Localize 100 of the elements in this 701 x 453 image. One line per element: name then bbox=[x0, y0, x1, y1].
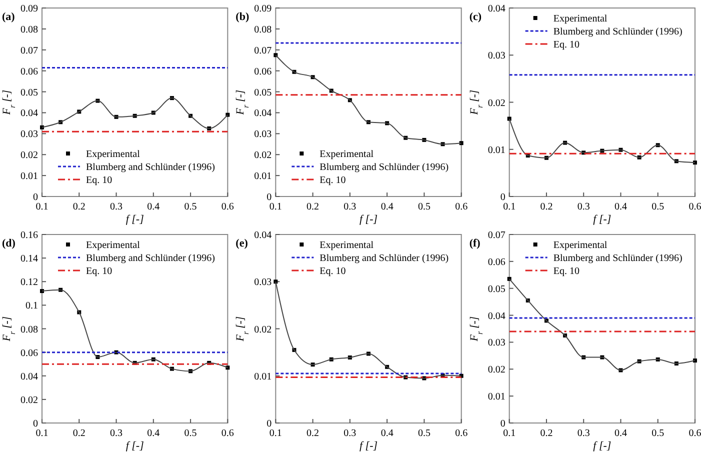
y-tick-label: 0.02 bbox=[488, 364, 506, 376]
y-tick-label: 0.07 bbox=[488, 230, 506, 241]
legend-label: Blumberg and Schlünder (1996) bbox=[320, 253, 449, 264]
legend-label: Experimental bbox=[320, 149, 374, 160]
x-tick-label: 0.3 bbox=[577, 428, 590, 439]
x-tick-label: 0.3 bbox=[110, 202, 123, 212]
legend-label: Blumberg and Schlünder (1996) bbox=[320, 162, 449, 173]
chart-title: (e) bbox=[236, 238, 248, 250]
x-tick-label: 0.6 bbox=[221, 428, 234, 439]
y-tick-label: 0.01 bbox=[20, 171, 38, 182]
legend-label: Eq. 10 bbox=[320, 266, 346, 277]
y-tick-label: 0.04 bbox=[254, 230, 272, 241]
legend-label: Experimental bbox=[553, 14, 608, 24]
y-tick-label: 0.02 bbox=[254, 150, 272, 162]
x-tick-label: 0.6 bbox=[455, 202, 468, 212]
y-tick-label: 0.03 bbox=[254, 129, 272, 140]
y-tick-label: 0.05 bbox=[254, 87, 272, 98]
x-tick-label: 0.5 bbox=[184, 202, 197, 212]
x-tick-label: 0.6 bbox=[688, 202, 701, 212]
x-tick-label: 0.2 bbox=[72, 428, 86, 439]
chart-title: (d) bbox=[2, 238, 16, 250]
legend-label: Experimental bbox=[320, 240, 374, 251]
y-tick-label: 0.07 bbox=[254, 45, 272, 56]
x-tick-label: 0.3 bbox=[110, 428, 123, 439]
y-tick-label: 0.03 bbox=[254, 277, 272, 288]
x-tick-label: 0.4 bbox=[147, 202, 160, 212]
y-tick-label: 0 bbox=[33, 192, 38, 203]
y-tick-label: 0.04 bbox=[20, 371, 38, 382]
x-tick-label: 0.3 bbox=[344, 428, 356, 439]
x-tick-label: 0.6 bbox=[688, 428, 701, 439]
y-tick-label: 0 bbox=[266, 192, 272, 203]
y-tick-label: 0.06 bbox=[488, 256, 506, 268]
x-tick-label: 0.5 bbox=[418, 202, 430, 212]
x-tick-label: 0.2 bbox=[540, 428, 553, 439]
x-tick-label: 0.4 bbox=[380, 202, 394, 212]
x-tick-label: 0.4 bbox=[614, 202, 627, 212]
x-tick-label: 0.3 bbox=[344, 202, 356, 212]
legend-label: Eq. 10 bbox=[553, 266, 580, 277]
x-tick-label: 0.2 bbox=[540, 202, 553, 212]
legend-label: Experimental bbox=[86, 149, 140, 160]
x-axis-title: f [-] bbox=[593, 440, 612, 452]
legend-label: Blumberg and Schlünder (1996) bbox=[86, 162, 215, 173]
legend-label: Blumberg and Schlünder (1996) bbox=[86, 253, 215, 264]
y-tick-label: 0.12 bbox=[20, 277, 38, 288]
x-axis-title: f [-] bbox=[593, 214, 612, 226]
y-tick-label: 0.04 bbox=[20, 108, 38, 120]
x-tick-label: 0.4 bbox=[380, 428, 394, 439]
legend-label: Experimental bbox=[553, 240, 608, 251]
y-tick-label: 0.01 bbox=[254, 171, 272, 182]
y-tick-label: 0.01 bbox=[488, 144, 506, 156]
y-tick-label: 0.02 bbox=[20, 150, 38, 162]
y-tick-label: 0.02 bbox=[20, 394, 38, 406]
y-tick-label: 0.04 bbox=[254, 108, 272, 120]
y-tick-label: 0.02 bbox=[254, 324, 272, 336]
x-tick-label: 0.6 bbox=[221, 202, 234, 212]
chart-title: (b) bbox=[236, 11, 250, 23]
x-tick-label: 0.5 bbox=[418, 428, 430, 439]
legend-label: Eq. 10 bbox=[320, 175, 346, 186]
y-tick-label: 0 bbox=[500, 192, 506, 203]
y-tick-label: 0.01 bbox=[488, 392, 506, 403]
legend-label: Blumberg and Schlünder (1996) bbox=[553, 253, 682, 264]
x-axis-title: f [-] bbox=[359, 440, 378, 452]
x-tick-label: 0.5 bbox=[184, 428, 197, 439]
legend-label: Eq. 10 bbox=[553, 40, 580, 50]
x-axis-title: f [-] bbox=[126, 214, 144, 226]
chart-title: (a) bbox=[2, 11, 16, 23]
x-tick-label: 0.6 bbox=[455, 428, 468, 439]
y-tick-label: 0.06 bbox=[20, 66, 38, 78]
y-tick-label: 0.1 bbox=[26, 300, 38, 312]
y-tick-label: 0.06 bbox=[20, 348, 38, 359]
y-tick-label: 0.05 bbox=[20, 87, 38, 98]
y-tick-label: 0.04 bbox=[488, 4, 506, 14]
legend-label: Blumberg and Schlünder (1996) bbox=[553, 26, 682, 38]
y-tick-label: 0.01 bbox=[254, 371, 272, 382]
y-tick-label: 0.08 bbox=[20, 24, 38, 36]
y-tick-label: 0.04 bbox=[488, 310, 506, 322]
y-tick-label: 0.05 bbox=[488, 284, 506, 295]
x-tick-label: 0.5 bbox=[652, 428, 664, 439]
y-tick-label: 0 bbox=[266, 418, 272, 430]
y-tick-label: 0.16 bbox=[20, 230, 38, 241]
x-tick-label: 0.4 bbox=[147, 428, 160, 439]
x-tick-label: 0.2 bbox=[306, 202, 320, 212]
y-tick-label: 0.08 bbox=[20, 324, 38, 336]
y-tick-label: 0.14 bbox=[20, 254, 38, 265]
y-tick-label: 0.03 bbox=[488, 50, 506, 62]
y-tick-label: 0.07 bbox=[20, 45, 38, 56]
x-axis-title: f [-] bbox=[126, 440, 144, 452]
chart-title: (f) bbox=[469, 238, 481, 250]
x-tick-label: 0.2 bbox=[72, 202, 86, 212]
x-tick-label: 0.4 bbox=[614, 428, 627, 439]
legend-label: Eq. 10 bbox=[86, 266, 112, 277]
legend-label: Experimental bbox=[86, 240, 140, 251]
legend-label: Eq. 10 bbox=[86, 175, 112, 186]
chart-title: (c) bbox=[469, 11, 482, 23]
y-tick-label: 0.03 bbox=[488, 338, 506, 349]
y-tick-label: 0 bbox=[500, 418, 506, 430]
y-tick-label: 0.09 bbox=[254, 4, 272, 14]
y-tick-label: 0.02 bbox=[488, 98, 506, 109]
y-tick-label: 0 bbox=[33, 418, 38, 430]
y-tick-label: 0.08 bbox=[254, 24, 272, 36]
